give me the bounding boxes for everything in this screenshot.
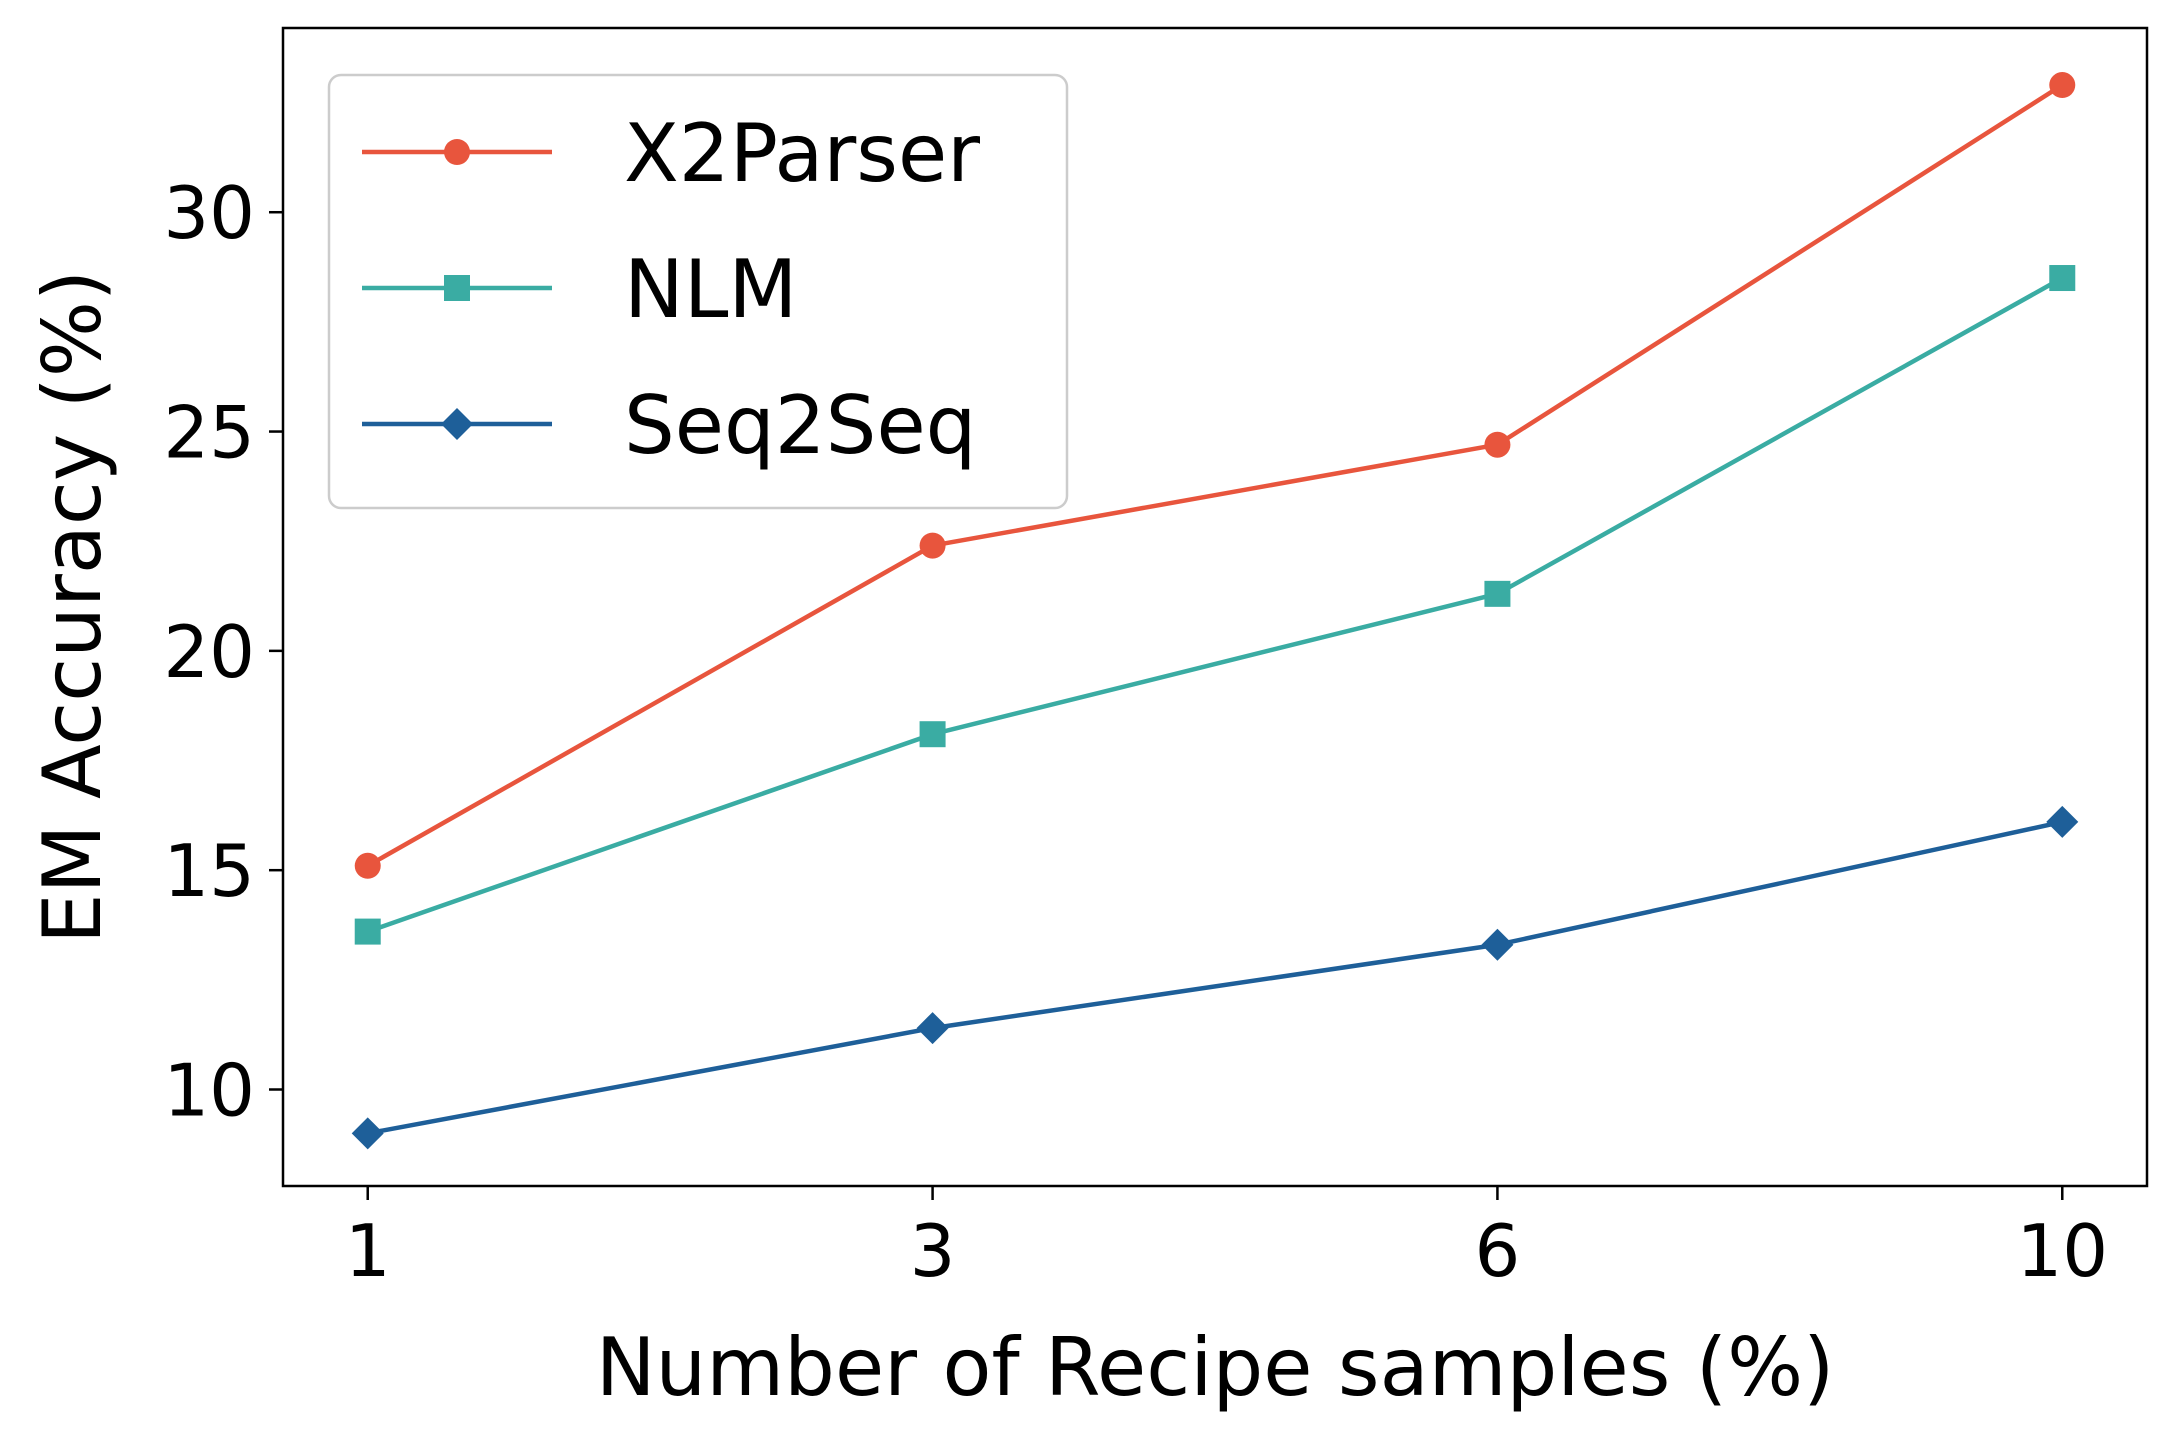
y-axis: 10 15 20 25 30 bbox=[163, 171, 283, 1133]
data-point-seq2seq bbox=[1481, 928, 1514, 961]
y-tick-label: 15 bbox=[163, 829, 255, 913]
series-seq2seq bbox=[351, 805, 2079, 1150]
legend-item-seq2seq: Seq2Seq bbox=[362, 379, 976, 472]
legend-label: X2Parser bbox=[624, 107, 980, 200]
legend-frame bbox=[327, 73, 1069, 510]
x-tick-label: 10 bbox=[2016, 1209, 2108, 1293]
y-tick-label: 30 bbox=[163, 171, 255, 255]
plot-frame bbox=[281, 26, 2149, 1188]
x-tick-label: 3 bbox=[910, 1209, 956, 1293]
data-point-nlm bbox=[354, 918, 381, 945]
legend-item-x2parser: X2Parser bbox=[362, 107, 980, 200]
x-tick-label: 1 bbox=[345, 1209, 391, 1293]
data-point-nlm bbox=[919, 721, 946, 748]
data-point-nlm bbox=[1484, 580, 1511, 607]
legend-marker bbox=[444, 275, 470, 301]
series-line-seq2seq bbox=[367, 819, 2063, 1136]
data-point-seq2seq bbox=[916, 1012, 949, 1045]
x-axis: 1 3 6 10 bbox=[345, 1186, 2108, 1293]
legend-label: NLM bbox=[624, 243, 797, 336]
series-nlm bbox=[354, 265, 2076, 945]
data-point-seq2seq bbox=[2046, 805, 2079, 838]
plot-area bbox=[351, 72, 2079, 1150]
series-line-nlm bbox=[366, 276, 2064, 934]
legend-marker bbox=[444, 139, 470, 165]
y-tick-label: 10 bbox=[163, 1049, 255, 1133]
legend-label: Seq2Seq bbox=[624, 379, 976, 472]
legend-item-nlm: NLM bbox=[362, 243, 797, 336]
legend: X2Parser NLM Seq2Seq bbox=[327, 73, 1069, 510]
data-point-x2parser bbox=[2049, 72, 2076, 99]
x-tick-label: 6 bbox=[1475, 1209, 1521, 1293]
y-tick-label: 25 bbox=[163, 391, 255, 475]
data-point-nlm bbox=[2049, 265, 2076, 292]
data-point-x2parser bbox=[1484, 431, 1511, 458]
series-x2parser bbox=[354, 72, 2076, 879]
data-point-seq2seq bbox=[351, 1117, 384, 1150]
y-axis-label: EM Accuracy (%) bbox=[26, 270, 119, 944]
data-point-x2parser bbox=[354, 852, 381, 879]
legend-marker bbox=[441, 408, 473, 440]
data-point-x2parser bbox=[919, 532, 946, 559]
series-line-x2parser bbox=[366, 83, 2064, 868]
y-tick-label: 20 bbox=[163, 610, 255, 694]
x-axis-label: Number of Recipe samples (%) bbox=[596, 1321, 1835, 1414]
